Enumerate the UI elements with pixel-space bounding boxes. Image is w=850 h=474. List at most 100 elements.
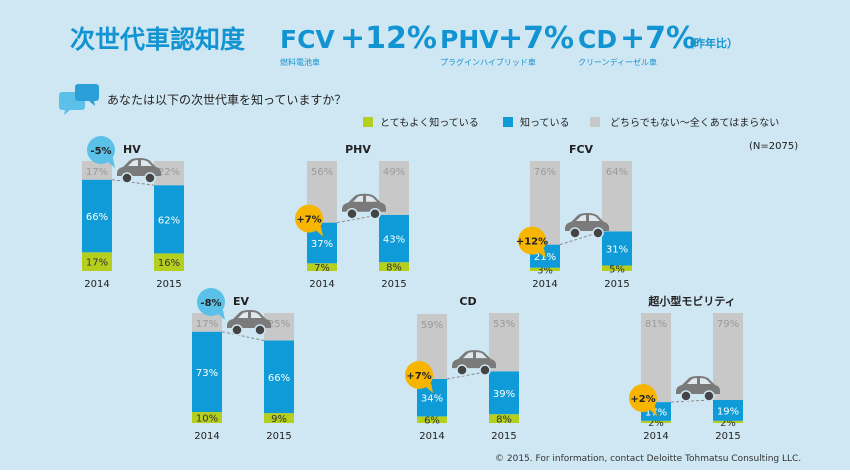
change-badge: -8% [197, 288, 225, 320]
tick-label-2015: 2015 [266, 431, 291, 442]
change-badge-text: +12% [516, 237, 548, 248]
data-label-very-well-2014: 10% [196, 414, 218, 425]
data-label-very-well-2015: 8% [386, 263, 402, 274]
tick-label-2014: 2014 [309, 279, 334, 290]
data-label-very-well-2014: 7% [314, 263, 330, 274]
data-label-neither-2014: 76% [534, 167, 556, 178]
data-label-neither-2014: 56% [311, 167, 333, 178]
data-label-neither-2015: 64% [606, 167, 628, 178]
tick-label-2014: 2014 [532, 279, 557, 290]
bar-know-2015 [602, 231, 632, 266]
legend-label-very-well: とてもよく知っている [380, 116, 479, 129]
panel-label: CD [459, 295, 476, 308]
bar-very-well-2015 [602, 265, 632, 271]
tick-label-2015: 2015 [156, 279, 181, 290]
bar-very-well-2015 [379, 262, 409, 271]
tick-label-2014: 2014 [194, 431, 219, 442]
data-label-very-well-2014: 6% [424, 416, 440, 427]
data-label-neither-2015: 79% [717, 319, 739, 330]
bar-very-well-2014 [530, 267, 560, 271]
panel-3: 10% 73% 17% 2014 9% 66% 25% 2015 EV -8% [192, 288, 294, 442]
legend-label-neither: どちらでもない～全くあてはまらない [610, 116, 779, 129]
trend-line [111, 179, 155, 186]
panel-4: 6% 34% 59% 2014 8% 39% 53% 2015 CD +7% [405, 295, 519, 442]
change-badge-text: -5% [90, 146, 111, 157]
data-label-neither-2015: 49% [383, 167, 405, 178]
panel-label: 超小型モビリティ [647, 294, 735, 308]
change-badge: +2% [629, 384, 657, 417]
legend-swatch-neither [590, 117, 600, 127]
tick-label-2014: 2014 [643, 431, 668, 442]
data-label-very-well-2015: 5% [609, 264, 625, 275]
tick-label-2015: 2015 [381, 279, 406, 290]
car-icon [452, 350, 496, 376]
car-icon [676, 376, 720, 402]
data-label-neither-2014: 81% [645, 319, 667, 330]
legend-label-know: 知っている [520, 116, 570, 129]
data-label-very-well-2015: 8% [496, 415, 512, 426]
sample-size: (N=2075) [749, 141, 798, 152]
data-label-know-2014: 66% [86, 212, 108, 223]
change-badge: +7% [405, 361, 433, 393]
data-label-neither-2014: 59% [421, 320, 443, 331]
bar-neither-2014 [192, 313, 222, 332]
legend-swatch-very-well [363, 117, 373, 127]
change-badge: +7% [295, 204, 323, 237]
data-label-know-2014: 37% [311, 239, 333, 250]
tick-label-2015: 2015 [604, 279, 629, 290]
data-label-very-well-2015: 16% [158, 258, 180, 269]
change-badge-text: +7% [406, 371, 431, 382]
trend-line [221, 331, 265, 341]
bar-know-2015 [379, 214, 409, 263]
bar-know-2015 [489, 371, 519, 415]
change-badge-text: -8% [200, 298, 221, 309]
panel-1: 7% 37% 56% 2014 8% 43% 49% 2015 PHV +7% [295, 143, 409, 290]
data-label-know-2014: 34% [421, 394, 443, 405]
question-text: あなたは以下の次世代車を知っていますか？ [107, 93, 346, 107]
change-badge: +12% [516, 226, 548, 259]
data-label-know-2015: 31% [606, 244, 628, 255]
data-label-know-2015: 66% [268, 373, 290, 384]
panel-label: PHV [345, 143, 371, 156]
highlight-phv-name: PHV [440, 25, 499, 54]
highlight-cd-sub: クリーンディーゼル車 [578, 57, 657, 67]
change-badge-text: +7% [296, 215, 321, 226]
car-icon [227, 310, 271, 336]
bar-very-well-2015 [713, 420, 743, 423]
bar-know-2015 [154, 185, 184, 254]
data-label-know-2015: 43% [383, 235, 405, 246]
highlight-fcv-sub: 燃料電池車 [280, 57, 320, 67]
tick-label-2015: 2015 [715, 431, 740, 442]
bar-know-2014 [192, 331, 222, 412]
bar-very-well-2015 [154, 253, 184, 271]
panel-label: HV [123, 143, 141, 156]
bar-very-well-2014 [307, 263, 337, 271]
bar-very-well-2014 [417, 416, 447, 423]
bar-know-2015 [713, 399, 743, 421]
panel-label: FCV [569, 143, 594, 156]
data-label-very-well-2015: 2% [720, 418, 736, 429]
change-badge: -5% [87, 136, 115, 168]
data-label-neither-2014: 17% [86, 167, 108, 178]
data-label-very-well-2014: 2% [648, 418, 664, 429]
highlight-cd-name: CD [578, 25, 617, 54]
data-label-know-2015: 19% [717, 406, 739, 417]
highlight-fcv-name: FCV [280, 25, 335, 54]
copyright: © 2015. For information, contact Deloitt… [495, 454, 801, 464]
yoy-note: （昨年比） [683, 36, 738, 50]
data-label-know-2015: 39% [493, 389, 515, 400]
data-label-very-well-2015: 9% [271, 414, 287, 425]
data-label-very-well-2014: 17% [86, 258, 108, 269]
data-label-neither-2014: 17% [196, 319, 218, 330]
data-label-know-2014: 73% [196, 368, 218, 379]
change-badge-text: +2% [630, 394, 655, 405]
highlight-phv-sub: プラグインハイブリッド車 [440, 57, 536, 67]
data-label-neither-2015: 25% [268, 319, 290, 330]
bar-know-2015 [264, 340, 294, 414]
car-icon [117, 158, 161, 184]
bar-very-well-2014 [82, 252, 112, 271]
bar-neither-2015 [602, 161, 632, 232]
